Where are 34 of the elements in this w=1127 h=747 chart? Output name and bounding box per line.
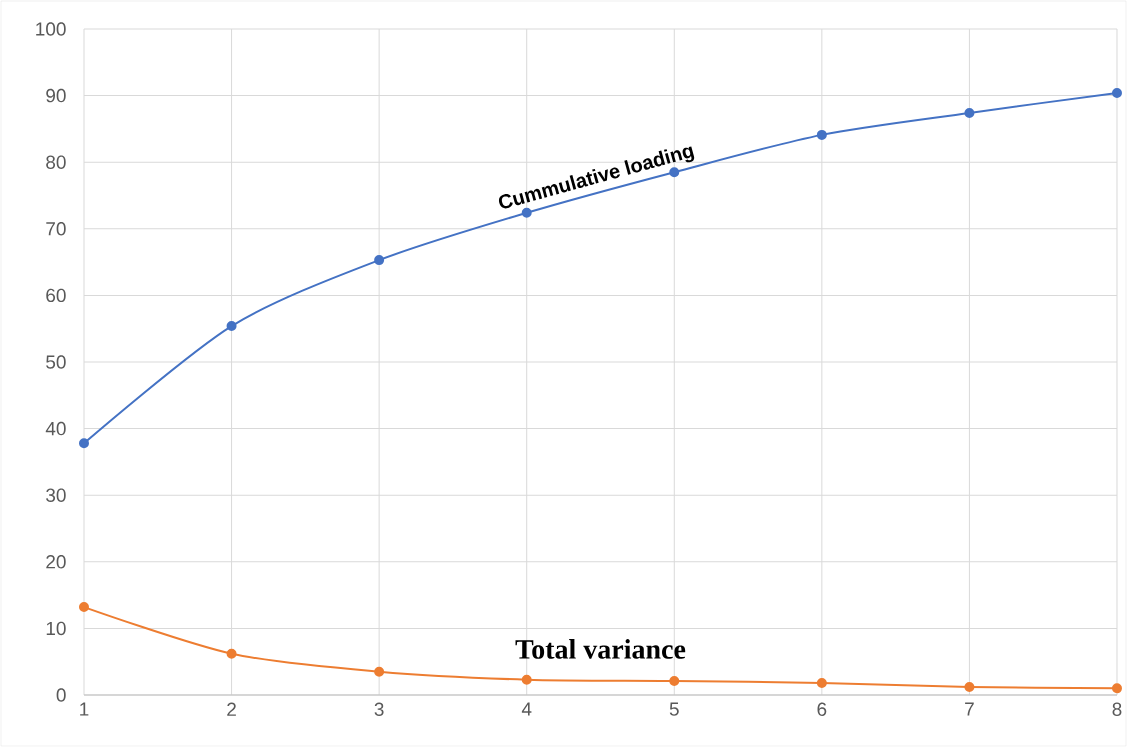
series-label: Total variance	[515, 639, 686, 659]
y-tick-label: 0	[56, 688, 66, 702]
x-tick-label: 3	[374, 702, 384, 716]
point	[226, 321, 237, 332]
y-tick-label: 20	[46, 555, 66, 569]
x-tick-label: 5	[669, 702, 679, 716]
x-tick-label: 6	[817, 702, 827, 716]
point	[816, 678, 827, 689]
y-tick-label: 90	[46, 88, 66, 103]
y-tick-label: 30	[46, 488, 66, 502]
point	[521, 674, 532, 685]
point	[374, 666, 385, 677]
y-tick-label: 100	[36, 22, 66, 36]
y-tick-label: 80	[46, 155, 66, 169]
x-tick-label: 1	[80, 702, 89, 716]
point	[79, 438, 89, 449]
point	[79, 602, 89, 613]
point	[374, 255, 385, 266]
y-tick-label: 50	[46, 355, 66, 369]
x-tick-label: 7	[965, 702, 974, 716]
x-tick-label: 2	[227, 702, 236, 716]
point	[964, 107, 975, 118]
point	[669, 676, 680, 687]
y-tick-label: 60	[46, 288, 66, 303]
point	[964, 682, 975, 693]
point	[1111, 87, 1122, 98]
y-tick-label: 40	[45, 421, 66, 436]
x-tick-label: 4	[521, 702, 532, 716]
point	[816, 129, 827, 140]
point	[1111, 683, 1122, 694]
x-tick-label: 8	[1112, 702, 1122, 716]
y-tick-label: 70	[46, 222, 66, 236]
y-tick-label: 10	[46, 621, 66, 636]
point	[226, 648, 237, 659]
